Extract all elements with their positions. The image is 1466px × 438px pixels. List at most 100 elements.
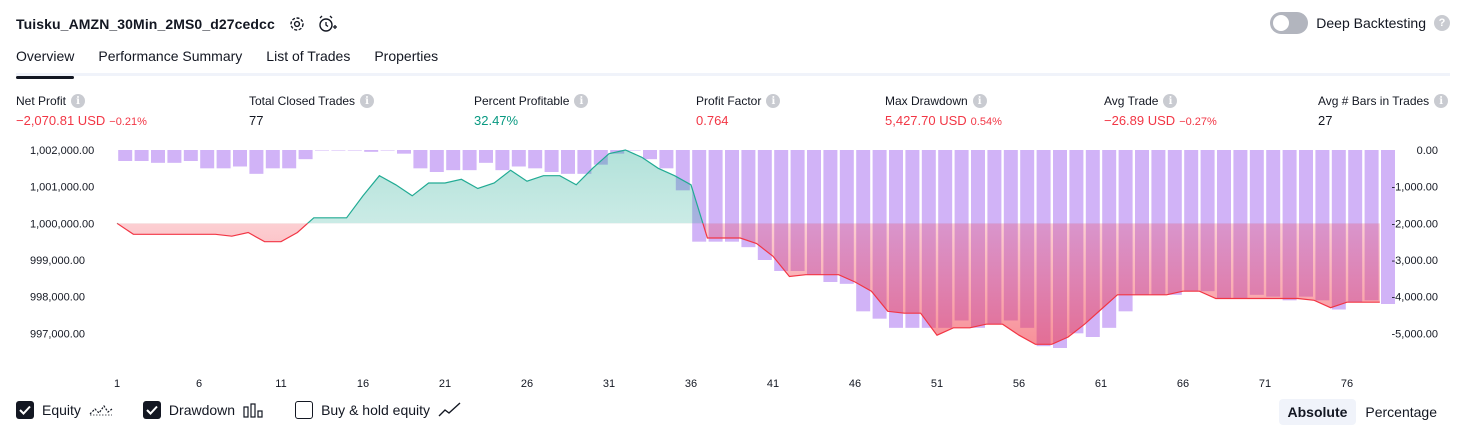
help-question-icon[interactable]: ? xyxy=(1434,15,1450,31)
drawdown-bar xyxy=(134,150,149,161)
metric-value: 32.47% xyxy=(474,113,519,128)
drawdown-bar xyxy=(183,150,198,161)
left-axis-tick-label: 1,002,000.00 xyxy=(30,145,94,157)
left-axis-tick-label: 1,001,000.00 xyxy=(30,182,94,194)
metric-percent: −0.21% xyxy=(109,116,147,128)
drawdown-bar xyxy=(298,150,313,160)
drawdown-bar xyxy=(249,150,264,174)
equity-line-icon xyxy=(89,402,113,418)
metric-percent-profitable: Percent Profitable i 32.47% xyxy=(474,94,589,128)
drawdown-bar xyxy=(479,150,493,163)
percentage-button[interactable]: Percentage xyxy=(1365,404,1437,420)
tab-performance-summary[interactable]: Performance Summary xyxy=(98,48,243,64)
drawdown-bar xyxy=(282,150,297,169)
metric-value: 27 xyxy=(1318,113,1333,128)
drawdown-bar xyxy=(118,150,133,161)
drawdown-bar xyxy=(429,150,444,172)
x-axis-tick-label: 16 xyxy=(357,378,369,390)
tab-overview[interactable]: Overview xyxy=(16,44,75,79)
x-axis-tick-label: 11 xyxy=(275,378,286,390)
metric-label: Avg Trade xyxy=(1104,94,1159,108)
legend-buy-hold-equity[interactable]: Buy & hold equity xyxy=(295,401,462,419)
info-icon[interactable]: i xyxy=(972,94,987,108)
add-alert-clock-icon[interactable] xyxy=(315,12,339,36)
x-axis: 1 6 11 16 21 26 31 36 41 46 51 56 61 66 71 76 xyxy=(114,378,1353,390)
strategy-title: Tuisku_AMZN_30Min_2MS0_d27cedcc xyxy=(16,16,275,32)
right-axis: 0.00 -1,000.00 -2,000.00 -3,000.00 -4,000.00… xyxy=(1392,145,1438,340)
metric-net-profit: Net Profit i −2,070.81 USD −0.21% xyxy=(16,94,147,128)
settings-gear-icon[interactable] xyxy=(285,12,309,36)
chart-legend: Equity Drawdown Buy & hold equity xyxy=(16,401,492,419)
x-axis-tick-label: 1 xyxy=(114,378,120,390)
drawdown-bar xyxy=(708,150,723,242)
x-axis-tick-label: 66 xyxy=(1177,378,1189,390)
equity-area xyxy=(116,149,1380,345)
equity-area-negative xyxy=(117,223,1380,345)
x-axis-tick-label: 6 xyxy=(196,378,202,390)
x-axis-tick-label: 71 xyxy=(1259,378,1271,390)
buy-hold-line-icon xyxy=(438,402,462,418)
info-icon[interactable]: i xyxy=(766,94,781,108)
left-axis-tick-label: 999,000.00 xyxy=(30,255,85,267)
left-axis-tick-label: 997,000.00 xyxy=(30,328,85,340)
info-icon[interactable]: i xyxy=(574,94,589,108)
drawdown-bar xyxy=(643,150,657,160)
metric-avg-bars-in-trades: Avg # Bars in Trades i 27 xyxy=(1318,94,1449,128)
metric-percent: −0.27% xyxy=(1179,116,1217,128)
deep-backtesting-toggle[interactable] xyxy=(1270,12,1309,34)
equity-line-positive xyxy=(116,149,704,224)
x-axis-tick-label: 51 xyxy=(931,378,943,390)
drawdown-bar xyxy=(380,150,395,151)
drawdown-bar xyxy=(364,150,379,152)
drawdown-bar xyxy=(265,150,280,169)
drawdown-bar xyxy=(397,150,411,154)
drawdown-bar xyxy=(495,150,510,171)
x-axis-tick-label: 21 xyxy=(439,378,451,390)
metric-avg-trade: Avg Trade i −26.89 USD −0.27% xyxy=(1104,94,1217,128)
right-axis-tick-label: -2,000.00 xyxy=(1392,218,1438,230)
right-axis-tick-label: -5,000.00 xyxy=(1392,328,1438,340)
x-axis-tick-label: 31 xyxy=(603,378,615,390)
drawdown-bar xyxy=(446,150,461,171)
drawdown-checkbox[interactable] xyxy=(142,401,161,419)
drawdown-bar xyxy=(331,150,346,151)
equity-drawdown-chart[interactable]: 1,002,000.00 1,001,000.00 1,000,000.00 999,… xyxy=(0,138,1466,396)
info-icon[interactable]: i xyxy=(1163,94,1178,108)
buy-hold-checkbox[interactable] xyxy=(295,401,314,419)
legend-drawdown[interactable]: Drawdown xyxy=(142,401,265,419)
drawdown-bar xyxy=(216,150,231,169)
value-mode-switch: Absolute Percentage xyxy=(1278,399,1447,425)
metric-label: Avg # Bars in Trades xyxy=(1318,94,1430,108)
drawdown-bar xyxy=(167,150,182,163)
equity-checkbox[interactable] xyxy=(16,401,34,419)
left-axis-tick-label: 1,000,000.00 xyxy=(30,218,94,230)
drawdown-bar xyxy=(347,150,362,151)
x-axis-tick-label: 46 xyxy=(849,378,861,390)
tab-properties[interactable]: Properties xyxy=(374,48,439,64)
drawdown-bar xyxy=(577,150,592,174)
legend-equity[interactable]: Equity xyxy=(16,401,113,419)
x-axis-tick-label: 41 xyxy=(767,378,779,390)
info-icon[interactable]: i xyxy=(360,94,375,108)
tab-list-of-trades[interactable]: List of Trades xyxy=(266,48,351,64)
equity-area-positive xyxy=(117,150,1380,224)
drawdown-bar xyxy=(462,150,477,171)
legend-label: Equity xyxy=(42,402,81,418)
metric-value: 77 xyxy=(249,113,264,128)
info-icon[interactable]: i xyxy=(71,94,86,108)
absolute-button[interactable]: Absolute xyxy=(1278,399,1357,425)
drawdown-bar xyxy=(725,150,739,242)
drawdown-bar xyxy=(626,150,641,151)
x-axis-tick-label: 56 xyxy=(1013,378,1025,390)
drawdown-bar xyxy=(528,150,543,169)
right-axis-tick-label: 0.00 xyxy=(1417,145,1438,157)
info-icon[interactable]: i xyxy=(1434,94,1449,108)
metric-percent: 0.54% xyxy=(970,116,1002,128)
metric-profit-factor: Profit Factor i 0.764 xyxy=(696,94,781,128)
metric-value: 0.764 xyxy=(696,113,729,128)
drawdown-bar xyxy=(561,150,575,174)
x-axis-tick-label: 61 xyxy=(1095,378,1107,390)
drawdown-bar xyxy=(151,150,165,163)
left-axis-tick-label: 998,000.00 xyxy=(30,292,85,304)
drawdown-bars-icon xyxy=(243,402,265,418)
